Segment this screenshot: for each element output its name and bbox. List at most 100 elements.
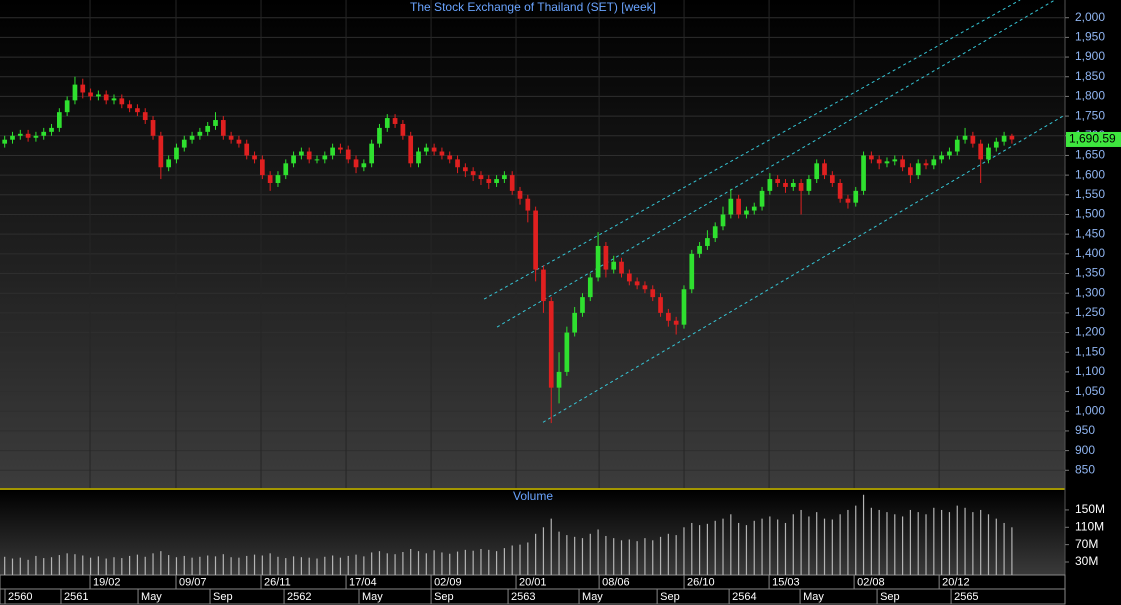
candle-body xyxy=(416,151,421,164)
x-tick-label: 20/12 xyxy=(942,576,970,588)
candle-body xyxy=(775,179,781,183)
candle-body xyxy=(119,98,125,105)
x-tick-label: Sep xyxy=(434,591,454,603)
candle-body xyxy=(17,133,23,136)
candle-body xyxy=(353,159,359,168)
candle-body xyxy=(759,190,765,207)
candle-body xyxy=(41,131,47,136)
candle-body xyxy=(892,159,898,162)
candle-body xyxy=(400,123,406,136)
y-tick-label: 1,350 xyxy=(1075,266,1105,280)
candle-body xyxy=(181,139,187,148)
candle-body xyxy=(673,320,679,325)
candle-body xyxy=(174,147,179,160)
x-tick-label: May xyxy=(582,591,603,603)
candle-body xyxy=(189,135,195,140)
candle-body xyxy=(220,120,226,136)
candle-body xyxy=(767,179,773,191)
x-tick-label: 2564 xyxy=(732,591,756,603)
candle-body xyxy=(548,301,554,388)
candle-body xyxy=(837,183,843,199)
y-tick-label: 950 xyxy=(1075,423,1095,437)
candle-body xyxy=(330,147,335,156)
x-tick-label: Sep xyxy=(660,591,680,603)
candle-body xyxy=(275,175,281,183)
candle-body xyxy=(244,143,250,156)
candle-body xyxy=(103,94,109,101)
candle-body xyxy=(970,135,976,144)
candle-body xyxy=(861,155,866,191)
y-tick-label: 70M xyxy=(1075,537,1098,551)
x-tick-label: 2563 xyxy=(511,591,535,603)
y-tick-label: 1,300 xyxy=(1075,285,1105,299)
x-tick-label: 19/02 xyxy=(93,576,121,588)
candle-body xyxy=(509,175,515,191)
trend-line xyxy=(542,114,1065,423)
candle-body xyxy=(158,135,164,168)
candle-body xyxy=(267,175,273,183)
candle-body xyxy=(299,151,304,156)
candle-body xyxy=(213,120,218,126)
y-tick-label: 1,750 xyxy=(1075,108,1105,122)
last-price-box xyxy=(1066,131,1121,147)
candle-body xyxy=(345,149,351,160)
candle-body xyxy=(869,155,874,160)
price-panel xyxy=(0,0,1065,488)
candle-body xyxy=(556,371,562,388)
candle-body xyxy=(150,120,156,136)
candle-body xyxy=(80,84,86,93)
candle-body xyxy=(447,155,453,160)
y-tick-label: 1,200 xyxy=(1075,325,1105,339)
candle-body xyxy=(423,147,429,152)
candle-body xyxy=(853,190,859,203)
y-tick-label: 1,500 xyxy=(1075,207,1105,221)
candle-body xyxy=(392,118,398,124)
candle-body xyxy=(744,210,749,215)
candle-body xyxy=(728,198,734,215)
candle-body xyxy=(486,179,492,183)
candle-body xyxy=(876,159,882,164)
candle-body xyxy=(697,245,702,254)
candle-body xyxy=(611,261,617,270)
candle-body xyxy=(283,163,289,176)
candle-body xyxy=(252,155,257,160)
candle-body xyxy=(978,143,984,160)
candle-body xyxy=(361,163,367,168)
x-tick-label: 15/03 xyxy=(772,576,800,588)
candle-body xyxy=(658,297,663,313)
candle-body xyxy=(205,125,211,132)
candle-body xyxy=(533,210,538,270)
candle-body xyxy=(384,118,390,128)
candle-body xyxy=(845,198,851,203)
candle-body xyxy=(525,198,531,211)
candle-body xyxy=(470,171,476,176)
candle-body xyxy=(712,226,718,239)
chart-title: The Stock Exchange of Thailand (SET) [we… xyxy=(410,0,656,14)
x-tick-label: 26/10 xyxy=(687,576,715,588)
candle-body xyxy=(783,183,788,187)
candle-body xyxy=(626,273,632,282)
y-tick-label: 1,800 xyxy=(1075,89,1105,103)
x-tick-label: 2561 xyxy=(64,591,88,603)
candle-body xyxy=(369,143,374,164)
candle-body xyxy=(377,127,382,144)
y-tick-label: 850 xyxy=(1075,462,1095,476)
candle-body xyxy=(1009,135,1015,140)
y-tick-label: 1,000 xyxy=(1075,403,1105,417)
y-tick-label: 1,650 xyxy=(1075,148,1105,162)
candle-body xyxy=(666,312,671,321)
candle-body xyxy=(88,92,93,97)
candle-body xyxy=(939,155,944,160)
candle-body xyxy=(166,159,171,168)
candle-body xyxy=(135,108,140,113)
x-tick-label: May xyxy=(362,591,383,603)
x-tick-label: May xyxy=(141,591,162,603)
candle-body xyxy=(25,133,31,138)
candle-body xyxy=(689,253,695,290)
candle-body xyxy=(736,198,741,215)
y-tick-label: 1,150 xyxy=(1075,344,1105,358)
y-tick-label: 1,850 xyxy=(1075,69,1105,83)
x-tick-label: Sep xyxy=(880,591,900,603)
candle-body xyxy=(595,245,601,278)
